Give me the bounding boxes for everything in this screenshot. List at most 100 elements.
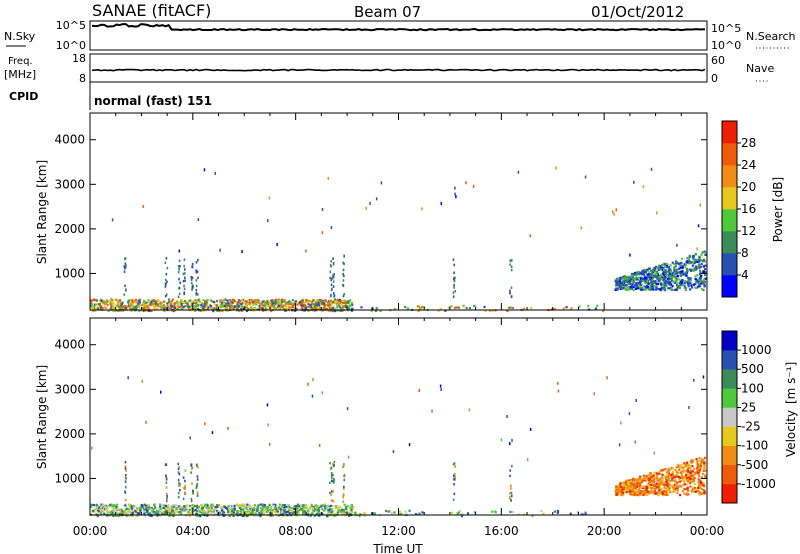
data-cell <box>260 302 263 306</box>
data-cell <box>170 304 173 308</box>
data-cell <box>227 301 230 304</box>
data-cell <box>679 266 682 269</box>
data-cell <box>211 431 214 435</box>
data-cell <box>330 301 333 304</box>
data-cell <box>290 302 293 306</box>
data-cell <box>648 277 652 280</box>
data-cell <box>286 503 289 507</box>
data-cell <box>242 305 245 309</box>
data-cell <box>555 166 557 170</box>
data-cell <box>642 485 645 488</box>
data-cell <box>262 512 266 515</box>
data-cell <box>232 514 235 518</box>
data-cell <box>241 506 244 509</box>
data-cell <box>165 508 168 511</box>
data-cell <box>691 478 694 481</box>
data-cell <box>282 308 285 311</box>
data-cell <box>628 276 631 279</box>
data-cell <box>295 514 298 517</box>
data-cell <box>212 508 215 511</box>
data-cell <box>530 306 533 310</box>
data-cell <box>122 305 125 308</box>
data-cell <box>687 465 690 468</box>
data-cell <box>169 510 172 513</box>
data-cell <box>266 219 269 223</box>
data-cell <box>103 301 106 304</box>
data-cell <box>282 509 285 512</box>
data-cell <box>190 278 193 281</box>
data-cell <box>657 472 661 475</box>
data-cell <box>204 512 207 515</box>
data-cell <box>440 387 442 391</box>
data-cell <box>210 507 213 510</box>
data-cell <box>674 279 677 283</box>
data-cell <box>228 307 232 310</box>
data-cell <box>619 484 622 487</box>
data-cell <box>240 309 243 312</box>
data-cell <box>509 492 511 495</box>
data-cell <box>681 484 685 487</box>
data-cell <box>689 485 692 488</box>
data-cell <box>620 421 622 425</box>
data-cell <box>321 207 324 211</box>
data-cell <box>700 280 703 283</box>
data-cell <box>693 486 697 490</box>
data-cell <box>188 504 192 508</box>
data-cell <box>268 196 271 200</box>
data-cell <box>266 403 269 407</box>
data-cell <box>690 480 693 483</box>
freq-tick-high: 18 <box>72 52 86 65</box>
data-cell <box>696 462 699 465</box>
x-axis-title: Time UT <box>372 542 423 554</box>
data-cell <box>453 277 455 281</box>
data-cell <box>680 466 683 469</box>
data-cell <box>173 304 176 307</box>
data-cell <box>698 285 701 288</box>
data-cell <box>256 508 259 511</box>
data-cell <box>330 226 333 230</box>
data-cell <box>215 307 218 310</box>
data-cell <box>686 261 689 264</box>
data-cell <box>654 279 657 283</box>
data-cell <box>266 299 269 303</box>
data-cell <box>694 470 697 474</box>
data-cell <box>307 305 310 308</box>
data-cell <box>687 466 690 470</box>
data-cell <box>179 505 182 508</box>
data-cell <box>348 511 352 514</box>
data-cell <box>678 484 681 488</box>
data-cell <box>691 474 694 477</box>
data-cell <box>656 486 659 489</box>
data-cell <box>168 514 171 518</box>
data-cell <box>124 257 127 260</box>
data-cell <box>639 491 642 494</box>
data-cell <box>244 300 247 303</box>
data-cell <box>174 503 178 507</box>
data-cell <box>180 305 183 308</box>
data-cell <box>270 300 274 303</box>
data-cell <box>643 478 646 481</box>
data-cell <box>274 505 277 508</box>
data-cell <box>665 474 669 477</box>
data-cell <box>327 509 330 512</box>
data-cell <box>691 264 694 267</box>
data-cell <box>509 259 512 263</box>
data-cell <box>310 503 313 506</box>
data-cell <box>699 203 701 207</box>
data-cell <box>453 286 455 289</box>
data-cell <box>509 263 512 266</box>
data-cell <box>703 462 706 465</box>
data-cell <box>329 504 333 508</box>
data-cell <box>353 512 356 515</box>
data-cell <box>211 308 214 311</box>
data-cell <box>506 415 508 419</box>
data-cell <box>278 308 281 311</box>
data-cell <box>244 302 247 305</box>
data-cell <box>306 509 310 512</box>
data-cell <box>665 483 668 486</box>
data-cell <box>165 272 168 276</box>
data-cell <box>683 263 686 266</box>
data-cell <box>118 299 122 302</box>
data-cell <box>196 482 199 486</box>
